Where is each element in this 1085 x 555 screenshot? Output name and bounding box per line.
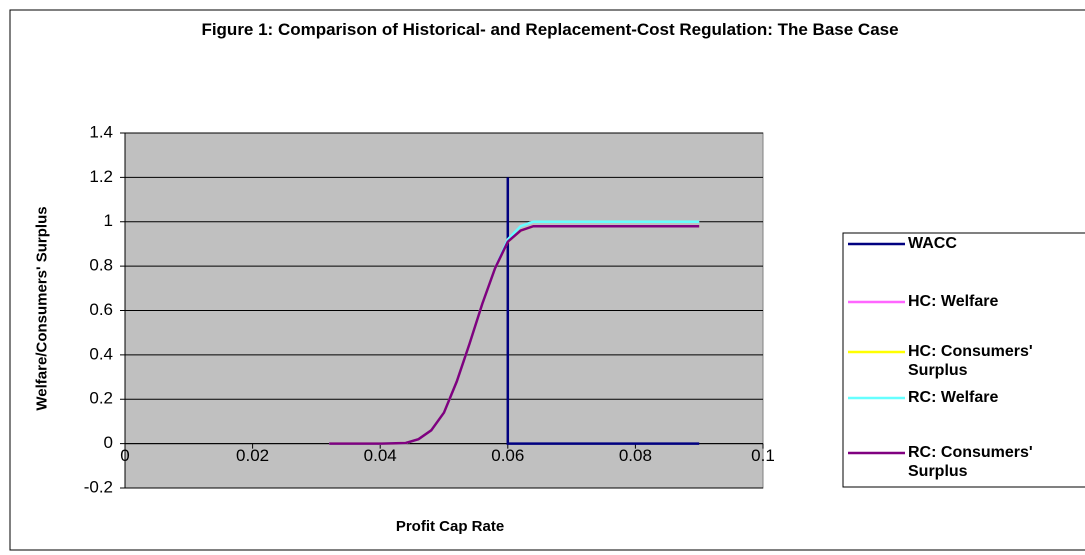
legend-label: HC: Consumers' Surplus xyxy=(908,343,1033,379)
legend-label: HC: Welfare xyxy=(908,293,999,310)
y-tick-label: 1.2 xyxy=(89,167,113,186)
y-axis-label: Welfare/Consumers' Surplus xyxy=(33,206,51,411)
chart-title: Figure 1: Comparison of Historical- and … xyxy=(201,20,899,39)
y-tick-label: 0 xyxy=(104,433,113,452)
y-tick-label: 0.8 xyxy=(89,256,113,275)
x-tick-label: 0.06 xyxy=(491,446,524,465)
x-tick-label: 0.08 xyxy=(619,446,652,465)
y-tick-label: 0.2 xyxy=(89,389,113,408)
x-axis-label: Profit Cap Rate xyxy=(395,518,505,535)
y-tick-label: 1 xyxy=(104,211,113,230)
y-tick-label: -0.2 xyxy=(84,477,113,496)
series-line xyxy=(329,224,700,445)
legend-label: RC: Welfare xyxy=(908,389,999,406)
x-tick-label: 0.02 xyxy=(236,446,269,465)
series-line xyxy=(506,177,700,445)
x-tick-label: 0 xyxy=(120,446,129,465)
legend-label: WACC xyxy=(908,235,957,252)
y-tick-label: 1.4 xyxy=(89,122,113,141)
legend-label: RC: Consumers' Surplus xyxy=(908,444,1033,480)
x-tick-label: 0.04 xyxy=(364,446,397,465)
y-tick-label: 0.4 xyxy=(89,344,113,363)
legend-box xyxy=(842,232,1085,488)
y-tick-label: 0.6 xyxy=(89,300,113,319)
x-tick-label: 0.1 xyxy=(751,446,775,465)
